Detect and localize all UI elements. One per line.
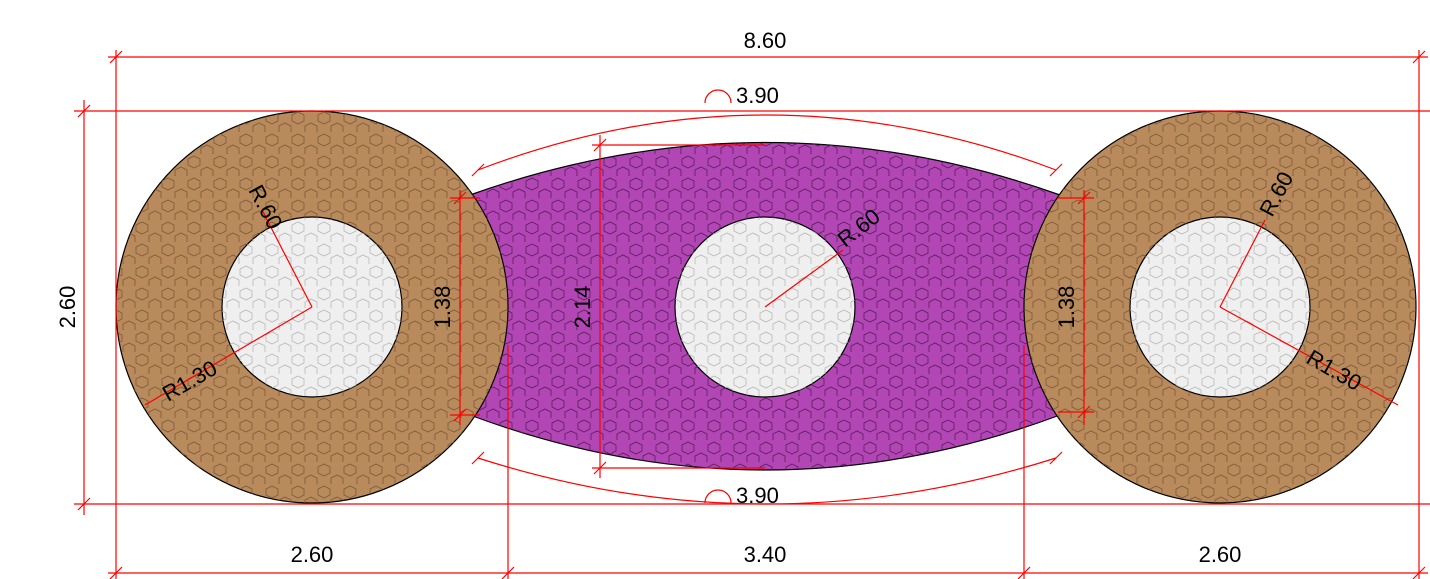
right-neck-height-label: 1.38 bbox=[1054, 286, 1079, 329]
top-arc-dimension: 3.90 bbox=[471, 83, 1063, 177]
left-segment-width-label: 2.60 bbox=[291, 542, 334, 567]
right-segment-width-label: 2.60 bbox=[1199, 542, 1242, 567]
overall-width-label: 8.60 bbox=[744, 28, 787, 53]
left-neck-height-label: 1.38 bbox=[430, 286, 455, 329]
lens-height-dimension: 2.14 bbox=[570, 135, 765, 478]
top-arc-length-label: 3.90 bbox=[736, 83, 779, 108]
right-neck-dimension: 1.38 bbox=[1054, 190, 1094, 425]
ring-height-dimension: 2.60 bbox=[55, 100, 1430, 515]
arc-length-symbol-top bbox=[704, 89, 732, 104]
left-neck-dimension: 1.38 bbox=[430, 190, 480, 425]
segment-width-dimensions: 2.60 3.40 2.60 bbox=[108, 345, 1428, 579]
arc-length-symbol-bottom bbox=[704, 489, 732, 504]
lens-height-label: 2.14 bbox=[570, 286, 595, 329]
middle-segment-width-label: 3.40 bbox=[744, 542, 787, 567]
overall-width-dimension: 8.60 bbox=[108, 28, 1428, 579]
ring-height-label: 2.60 bbox=[55, 286, 80, 329]
